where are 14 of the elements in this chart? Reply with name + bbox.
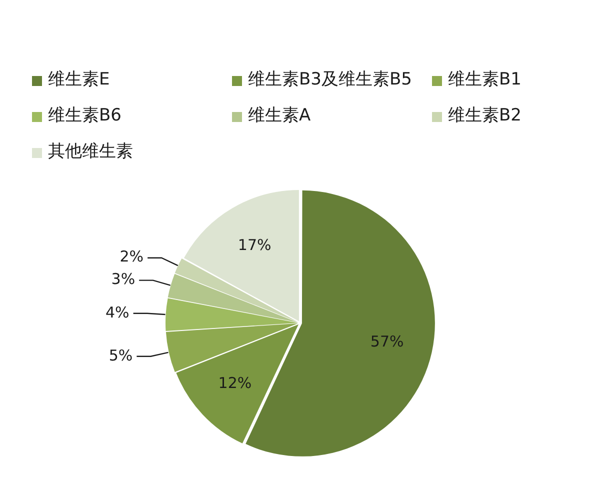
legend-label: 维生素A — [248, 105, 311, 126]
data-label: 5% — [108, 346, 133, 364]
legend-label: 其他维生素 — [48, 141, 133, 162]
legend-label: 维生素E — [48, 69, 110, 90]
legend-label: 维生素B6 — [48, 105, 122, 126]
data-label: 4% — [106, 303, 130, 322]
data-label: 57% — [370, 332, 404, 350]
legend-label: 维生素B1 — [448, 69, 522, 90]
legend-label: 维生素B3及维生素B5 — [248, 69, 412, 90]
data-label: 17% — [238, 236, 272, 254]
data-label: 3% — [111, 270, 136, 288]
legend-label: 维生素B2 — [448, 105, 522, 126]
data-label: 12% — [218, 374, 252, 392]
data-label: 2% — [120, 248, 144, 266]
